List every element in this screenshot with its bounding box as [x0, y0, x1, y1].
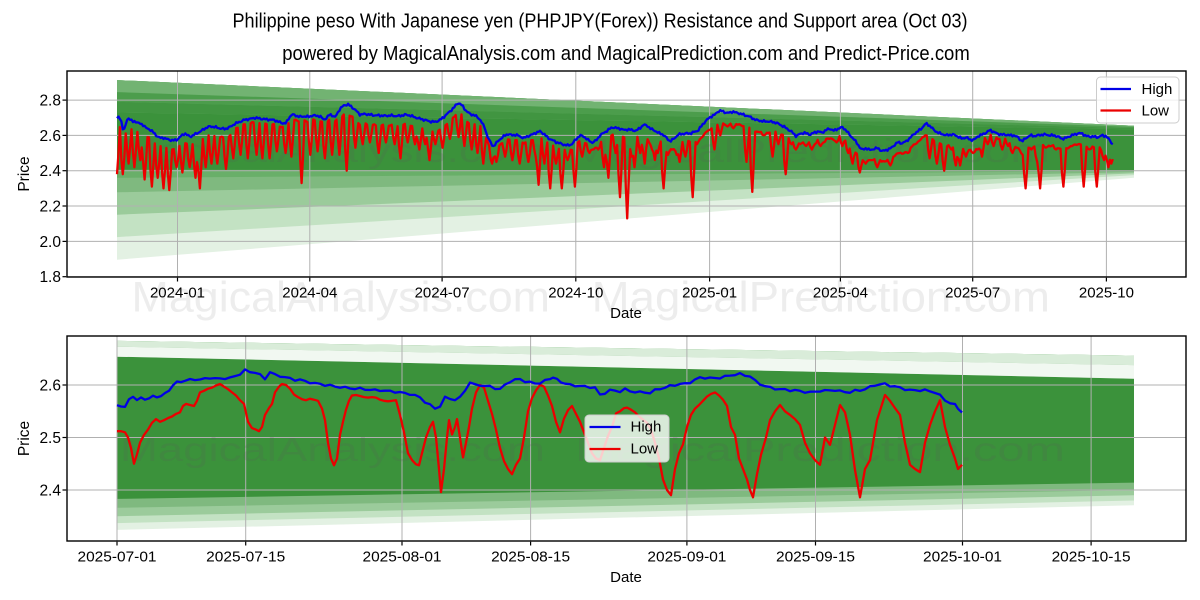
svg-text:MagicalAnalysis.com: MagicalAnalysis.com [132, 274, 551, 322]
svg-text:MagicalPrediction.com: MagicalPrediction.com [592, 274, 1050, 322]
svg-text:High: High [1142, 81, 1173, 98]
svg-text:Price: Price [16, 421, 33, 456]
svg-text:Date: Date [610, 569, 642, 586]
svg-text:2024-10: 2024-10 [548, 285, 603, 302]
svg-text:2025-08-01: 2025-08-01 [363, 549, 442, 566]
svg-text:2024-07: 2024-07 [415, 285, 470, 302]
svg-text:2.5: 2.5 [39, 430, 61, 447]
svg-text:2025-08-15: 2025-08-15 [491, 549, 570, 566]
svg-text:2025-09-15: 2025-09-15 [776, 549, 855, 566]
svg-text:2025-09-01: 2025-09-01 [647, 549, 726, 566]
svg-text:2025-07-01: 2025-07-01 [78, 549, 157, 566]
svg-text:Philippine peso With Japanese: Philippine peso With Japanese yen (PHPJP… [233, 11, 968, 33]
svg-text:2025-07: 2025-07 [945, 285, 1000, 302]
svg-text:2.6: 2.6 [39, 128, 61, 145]
svg-text:Date: Date [610, 305, 642, 322]
svg-text:2.6: 2.6 [39, 377, 61, 394]
svg-text:High: High [631, 419, 662, 436]
svg-text:Low: Low [631, 441, 659, 458]
svg-text:2025-10-15: 2025-10-15 [1052, 549, 1131, 566]
svg-text:2025-10: 2025-10 [1079, 285, 1134, 302]
svg-text:2025-04: 2025-04 [813, 285, 868, 302]
svg-text:1.8: 1.8 [39, 269, 61, 286]
svg-text:2.4: 2.4 [39, 163, 61, 180]
svg-text:2.8: 2.8 [39, 93, 61, 110]
svg-text:2024-04: 2024-04 [282, 285, 337, 302]
svg-text:Price: Price [16, 156, 33, 191]
svg-text:powered by MagicalAnalysis.com: powered by MagicalAnalysis.com and Magic… [282, 43, 970, 65]
svg-text:2025-07-15: 2025-07-15 [206, 549, 285, 566]
svg-text:Low: Low [1142, 103, 1170, 120]
svg-text:2025-01: 2025-01 [682, 285, 737, 302]
svg-text:2024-01: 2024-01 [150, 285, 205, 302]
svg-text:2.2: 2.2 [39, 198, 61, 215]
svg-text:2.0: 2.0 [39, 234, 61, 251]
svg-text:2025-10-01: 2025-10-01 [923, 549, 1002, 566]
svg-text:2.4: 2.4 [39, 482, 61, 499]
